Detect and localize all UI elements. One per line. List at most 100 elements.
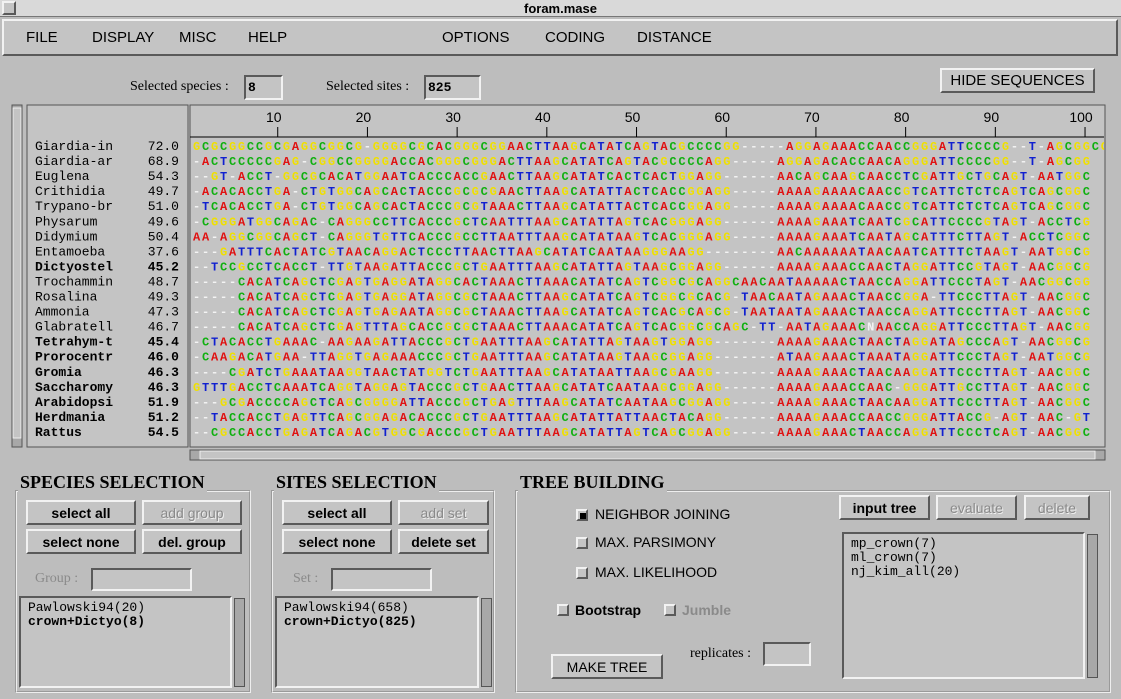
radio[interactable] bbox=[576, 509, 588, 521]
species-name: Euglena bbox=[35, 169, 90, 184]
menu-item[interactable]: OPTIONS bbox=[442, 29, 510, 46]
species-score: 49.6 bbox=[148, 214, 179, 229]
ruler-label: 100 bbox=[1069, 109, 1093, 125]
menu-item[interactable]: DISTANCE bbox=[637, 29, 712, 46]
tree-button[interactable]: input tree bbox=[839, 495, 930, 520]
button: add group bbox=[142, 500, 242, 525]
species-name: Gromia bbox=[35, 365, 82, 380]
species-score: 45.2 bbox=[148, 259, 179, 274]
scrollbar-thumb[interactable] bbox=[12, 107, 22, 439]
make-tree-button[interactable]: MAKE TREE bbox=[551, 654, 663, 679]
scrollbar-thumb[interactable] bbox=[199, 450, 1096, 460]
field-input[interactable] bbox=[91, 568, 192, 591]
species-score: 48.7 bbox=[148, 274, 179, 289]
window-title: foram.mase bbox=[524, 1, 597, 16]
button[interactable]: select all bbox=[26, 500, 136, 525]
list-item[interactable]: crown+Dictyo(825) bbox=[284, 614, 417, 629]
tree-item[interactable]: nj_kim_all(20) bbox=[851, 564, 961, 579]
group-title: TREE BUILDING bbox=[518, 472, 667, 493]
field-input[interactable] bbox=[331, 568, 432, 591]
species-score: 51.9 bbox=[148, 395, 179, 410]
species-name: Ammonia bbox=[35, 305, 90, 320]
menu-item[interactable]: FILE bbox=[26, 29, 58, 46]
ruler-label: 70 bbox=[804, 109, 820, 125]
button[interactable]: select all bbox=[282, 500, 392, 525]
hide-sequences-button[interactable]: HIDE SEQUENCES bbox=[940, 68, 1095, 93]
species-name: Tetrahym-t bbox=[35, 335, 113, 350]
species-score: 47.3 bbox=[148, 305, 179, 320]
menu-item[interactable]: MISC bbox=[179, 29, 217, 46]
species-score: 68.9 bbox=[148, 154, 179, 169]
button[interactable]: select none bbox=[282, 529, 392, 554]
ruler-label: 30 bbox=[445, 109, 461, 125]
list-box bbox=[275, 596, 479, 688]
option-label[interactable]: Bootstrap bbox=[575, 602, 642, 618]
species-name: Prorocentr bbox=[35, 350, 113, 365]
group-box bbox=[515, 490, 1111, 693]
menu-bar bbox=[2, 19, 1118, 56]
method-label[interactable]: NEIGHBOR JOINING bbox=[595, 506, 731, 522]
species-name: Herdmania bbox=[35, 410, 105, 425]
list-scrollbar[interactable] bbox=[234, 598, 245, 687]
menu-item[interactable]: HELP bbox=[248, 29, 288, 46]
list-scrollbar[interactable] bbox=[481, 598, 492, 687]
group-title: SPECIES SELECTION bbox=[18, 472, 207, 493]
species-score: 46.0 bbox=[148, 350, 179, 365]
species-score: 49.3 bbox=[148, 290, 179, 305]
radio[interactable] bbox=[576, 567, 588, 579]
species-name: Trypano-br bbox=[35, 199, 113, 214]
species-name: Trochammin bbox=[35, 274, 113, 289]
names-panel bbox=[26, 104, 189, 448]
window-menu-button[interactable] bbox=[2, 1, 16, 15]
species-label: Selected species : bbox=[130, 79, 229, 94]
species-name: Didymium bbox=[35, 229, 98, 244]
method-label[interactable]: MAX. LIKELIHOOD bbox=[595, 564, 718, 580]
replicates-input[interactable] bbox=[763, 642, 811, 666]
list-item[interactable]: Pawlowski94(20) bbox=[28, 600, 146, 615]
ruler-label: 40 bbox=[535, 109, 551, 125]
menu-item[interactable]: DISPLAY bbox=[92, 29, 155, 46]
list-box bbox=[19, 596, 232, 688]
tree-list-scrollbar[interactable] bbox=[1087, 534, 1098, 678]
button[interactable]: select none bbox=[26, 529, 136, 554]
button[interactable]: del. group bbox=[142, 529, 242, 554]
tree-item[interactable]: mp_crown(7) bbox=[851, 536, 937, 551]
species-name: Saccharomy bbox=[35, 380, 113, 395]
field-label: Group : bbox=[35, 571, 79, 586]
species-name: Entamoeba bbox=[35, 244, 105, 259]
species-score: 72.0 bbox=[148, 139, 179, 154]
group-title: SITES SELECTION bbox=[274, 472, 439, 493]
radio[interactable] bbox=[576, 537, 588, 549]
species-name: Physarum bbox=[35, 214, 98, 229]
ruler-label: 10 bbox=[266, 109, 282, 125]
field-label: Set : bbox=[293, 571, 319, 586]
ruler-label: 80 bbox=[894, 109, 910, 125]
sites-field[interactable]: 825 bbox=[424, 75, 481, 100]
checkbox[interactable] bbox=[557, 604, 569, 616]
button: add set bbox=[398, 500, 489, 525]
species-score: 54.5 bbox=[148, 425, 179, 440]
button[interactable]: delete set bbox=[398, 529, 489, 554]
menu-item[interactable]: CODING bbox=[545, 29, 605, 46]
list-item[interactable]: crown+Dictyo(8) bbox=[28, 614, 146, 629]
tree-item[interactable]: ml_crown(7) bbox=[851, 550, 937, 565]
tree-button: evaluate bbox=[936, 495, 1017, 520]
species-field[interactable]: 8 bbox=[244, 75, 283, 100]
method-label[interactable]: MAX. PARSIMONY bbox=[595, 534, 717, 550]
species-score: 49.7 bbox=[148, 184, 179, 199]
list-item[interactable]: Pawlowski94(658) bbox=[284, 600, 409, 615]
species-name: Arabidopsi bbox=[35, 395, 113, 410]
